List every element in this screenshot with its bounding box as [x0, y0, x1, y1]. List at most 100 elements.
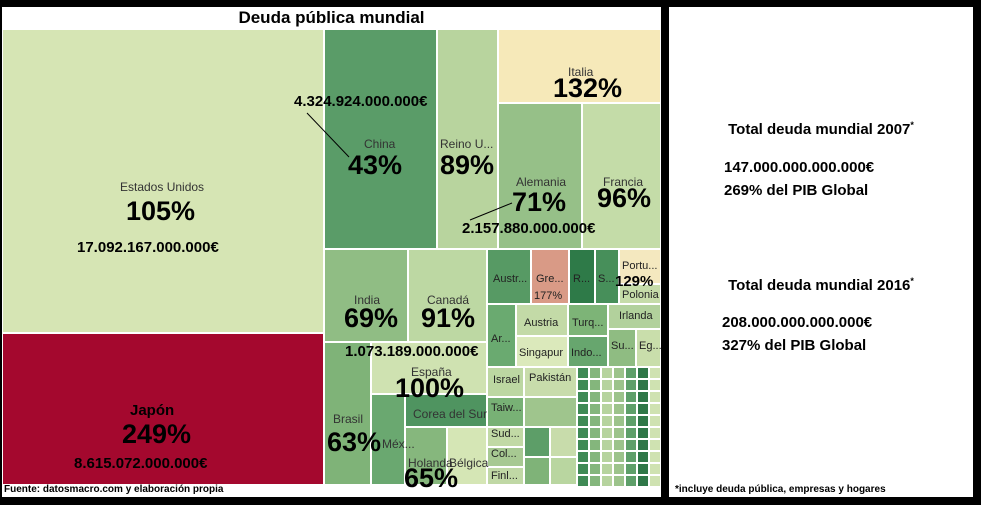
cell-percent-label: 89%	[440, 150, 495, 180]
cell-percent-label: 43%	[348, 150, 403, 180]
treemap-cell	[371, 342, 487, 394]
chart-title: Deuda pública mundial	[238, 8, 425, 27]
treemap-small-tile	[601, 403, 613, 415]
cell-name-label: Austria	[524, 317, 559, 329]
treemap-cell	[531, 249, 569, 304]
cell-name-label: Corea del Sur	[413, 407, 488, 421]
cell-name-label: Portu...	[622, 260, 658, 272]
treemap-cell	[516, 304, 568, 336]
treemap-small-tile	[577, 463, 589, 475]
cell-amount-label: 8.615.072.000.000€	[74, 455, 208, 472]
treemap-small-tile	[577, 367, 589, 379]
treemap-cell	[582, 103, 661, 249]
cell-name-label: Gre...	[536, 273, 564, 285]
treemap-panel: Estados Unidos 105% 17.092.167.000.000€ Jap…	[2, 7, 661, 497]
treemap-small-tile	[601, 439, 613, 451]
callout-line	[469, 202, 513, 221]
cell-name-label: Su...	[611, 340, 634, 352]
treemap-small-tile	[601, 451, 613, 463]
cell-name-label: Singapur	[519, 347, 564, 359]
treemap-small-tile	[601, 475, 613, 487]
treemap-small-tile	[589, 403, 601, 415]
treemap-cell	[487, 427, 524, 447]
treemap-cell	[487, 367, 524, 397]
treemap-small-tile	[577, 475, 589, 487]
treemap-small-tile	[613, 403, 625, 415]
footnote: *incluye deuda pública, empresas y hogar…	[675, 484, 886, 495]
treemap-small-tile	[637, 475, 649, 487]
treemap-small-tile	[589, 427, 601, 439]
treemap-small-tile	[637, 415, 649, 427]
treemap-small-tile	[613, 367, 625, 379]
treemap-cell	[324, 342, 371, 485]
total-2007-mark: *	[910, 120, 914, 130]
treemap-small-tile	[601, 391, 613, 403]
treemap-cell	[595, 249, 619, 304]
cell-name-label: Pakistán	[529, 372, 572, 384]
treemap-small-tile	[649, 475, 661, 487]
cell-name-label: Ar...	[491, 333, 511, 345]
cell-name-label: Francia	[603, 175, 644, 189]
cell-name-label: Canadá	[427, 293, 470, 307]
treemap-small-tile	[601, 427, 613, 439]
treemap-small-tile	[577, 427, 589, 439]
treemap-small-tile	[601, 367, 613, 379]
treemap-cell	[608, 329, 636, 367]
cell-amount-callout: 2.157.880.000.000€	[462, 220, 596, 237]
treemap-small-tile	[625, 367, 637, 379]
treemap-small-tile	[649, 367, 661, 379]
total-2007-amount: 147.000.000.000.000€	[724, 159, 875, 176]
treemap-cell	[516, 336, 568, 367]
cell-name-label: Turq...	[572, 317, 604, 329]
treemap-cell	[608, 304, 661, 329]
treemap-small-tile	[625, 379, 637, 391]
treemap-cell	[2, 29, 324, 333]
total-2016-pct: 327% del PIB Global	[722, 337, 867, 354]
total-2007-pct: 269% del PIB Global	[724, 182, 869, 199]
treemap-canvas: Estados Unidos 105% 17.092.167.000.000€ Jap…	[2, 7, 661, 497]
treemap-small-tile	[613, 379, 625, 391]
treemap-cell	[405, 427, 447, 485]
treemap-small-tile	[649, 391, 661, 403]
cell-name-label: Sud...	[491, 428, 520, 440]
cell-name-label: Irlanda	[619, 310, 653, 322]
cell-name-label: Brasil	[333, 412, 364, 426]
cell-name-label: S...	[598, 273, 615, 285]
total-2016-heading: Total deuda mundial 2016*	[669, 276, 973, 294]
treemap-small-tile	[625, 403, 637, 415]
cell-percent-label: 132%	[553, 73, 623, 103]
treemap-small-tile	[637, 463, 649, 475]
treemap-small-tile	[601, 379, 613, 391]
treemap-cell	[569, 249, 595, 304]
treemap-small-tile	[649, 403, 661, 415]
treemap-cell	[324, 29, 437, 249]
treemap-small-tile	[649, 379, 661, 391]
cell-percent-label: 249%	[122, 419, 192, 449]
treemap-small-tile	[613, 451, 625, 463]
cell-name-label: China	[364, 137, 396, 151]
cell-name-label: Finl...	[491, 470, 518, 482]
treemap-cell	[498, 103, 582, 249]
treemap-small-tile	[649, 439, 661, 451]
cell-name-label: Austr...	[493, 273, 528, 285]
treemap-small-tile	[613, 427, 625, 439]
treemap-small-tile	[613, 391, 625, 403]
total-2007-heading: Total deuda mundial 2007*	[669, 120, 973, 138]
treemap-small-tile	[589, 379, 601, 391]
treemap-small-tile	[589, 451, 601, 463]
treemap-small-tile	[649, 427, 661, 439]
treemap-cell	[487, 397, 524, 427]
cell-name-label: Estados Unidos	[120, 180, 205, 194]
cell-name-label: España	[411, 365, 452, 379]
cell-percent-label: 91%	[421, 303, 476, 333]
callout-line	[306, 112, 350, 158]
treemap-small-tile	[649, 463, 661, 475]
treemap-small-tile	[524, 427, 550, 457]
treemap-small-tile	[637, 379, 649, 391]
cell-percent-label: 96%	[597, 183, 652, 213]
treemap-cell	[619, 284, 661, 304]
cell-percent-label: 69%	[344, 303, 399, 333]
cell-name-label: India	[354, 293, 381, 307]
cell-name-label: Bélgica	[449, 456, 489, 470]
treemap-small-tile	[577, 451, 589, 463]
